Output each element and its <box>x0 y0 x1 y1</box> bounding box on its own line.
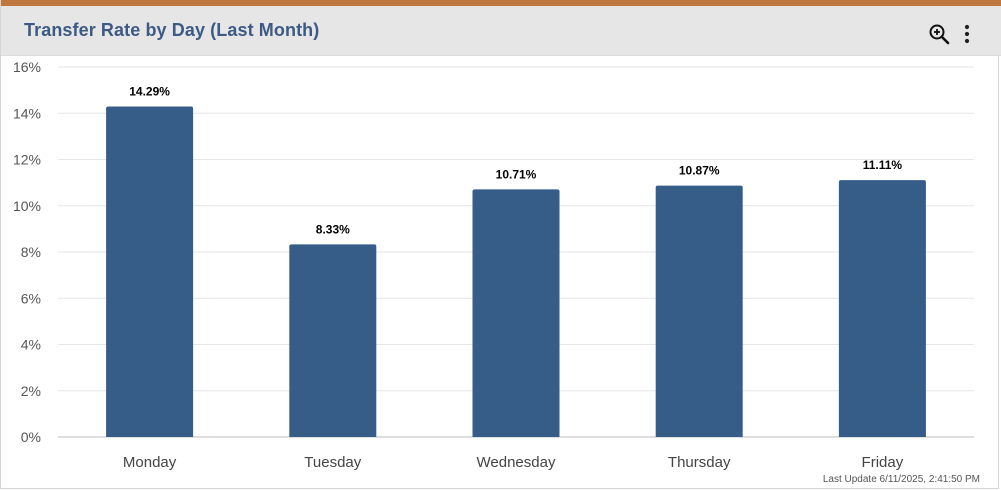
y-tick-label: 2% <box>21 383 41 399</box>
chart-plot-area: 0% 2% 4% 6% 8% 10% 12% 14% 16% 14.29% Monday 8.33% T… <box>1 56 1001 490</box>
bar-monday <box>106 106 194 437</box>
data-label: 11.11% <box>863 158 903 172</box>
y-tick-label: 10% <box>13 198 41 214</box>
y-tick-label: 14% <box>13 105 41 121</box>
bar-thursday <box>655 185 743 437</box>
x-tick-label: Tuesday <box>304 454 361 471</box>
x-tick-label: Friday <box>862 454 904 471</box>
y-tick-label: 8% <box>21 244 41 260</box>
data-label: 10.71% <box>496 167 537 181</box>
chart-title: Transfer Rate by Day (Last Month) <box>24 20 320 40</box>
more-options-icon[interactable] <box>957 22 977 46</box>
bar-tuesday <box>289 244 377 437</box>
y-tick-label: 4% <box>21 337 41 353</box>
x-tick-label: Wednesday <box>477 454 556 471</box>
bar-friday <box>838 180 926 438</box>
y-tick-label: 6% <box>21 290 41 306</box>
last-update-text: Last Update 6/11/2025, 2:41:50 PM <box>822 474 980 485</box>
data-label: 10.87% <box>679 164 720 178</box>
y-tick-label: 12% <box>13 152 41 168</box>
card-header: Transfer Rate by Day (Last Month) <box>1 6 1001 56</box>
y-tick-label: 0% <box>21 429 41 445</box>
zoom-in-icon[interactable] <box>927 22 951 46</box>
bar-wednesday <box>472 189 560 437</box>
x-tick-label: Thursday <box>668 454 731 471</box>
x-tick-label: Monday <box>123 454 177 471</box>
bar-chart: 0% 2% 4% 6% 8% 10% 12% 14% 16% 14.29% Monday 8.33% T… <box>13 59 974 471</box>
data-label: 14.29% <box>129 85 170 99</box>
accent-bar <box>1 0 1001 6</box>
y-tick-label: 16% <box>13 59 41 75</box>
data-label: 8.33% <box>316 222 350 236</box>
